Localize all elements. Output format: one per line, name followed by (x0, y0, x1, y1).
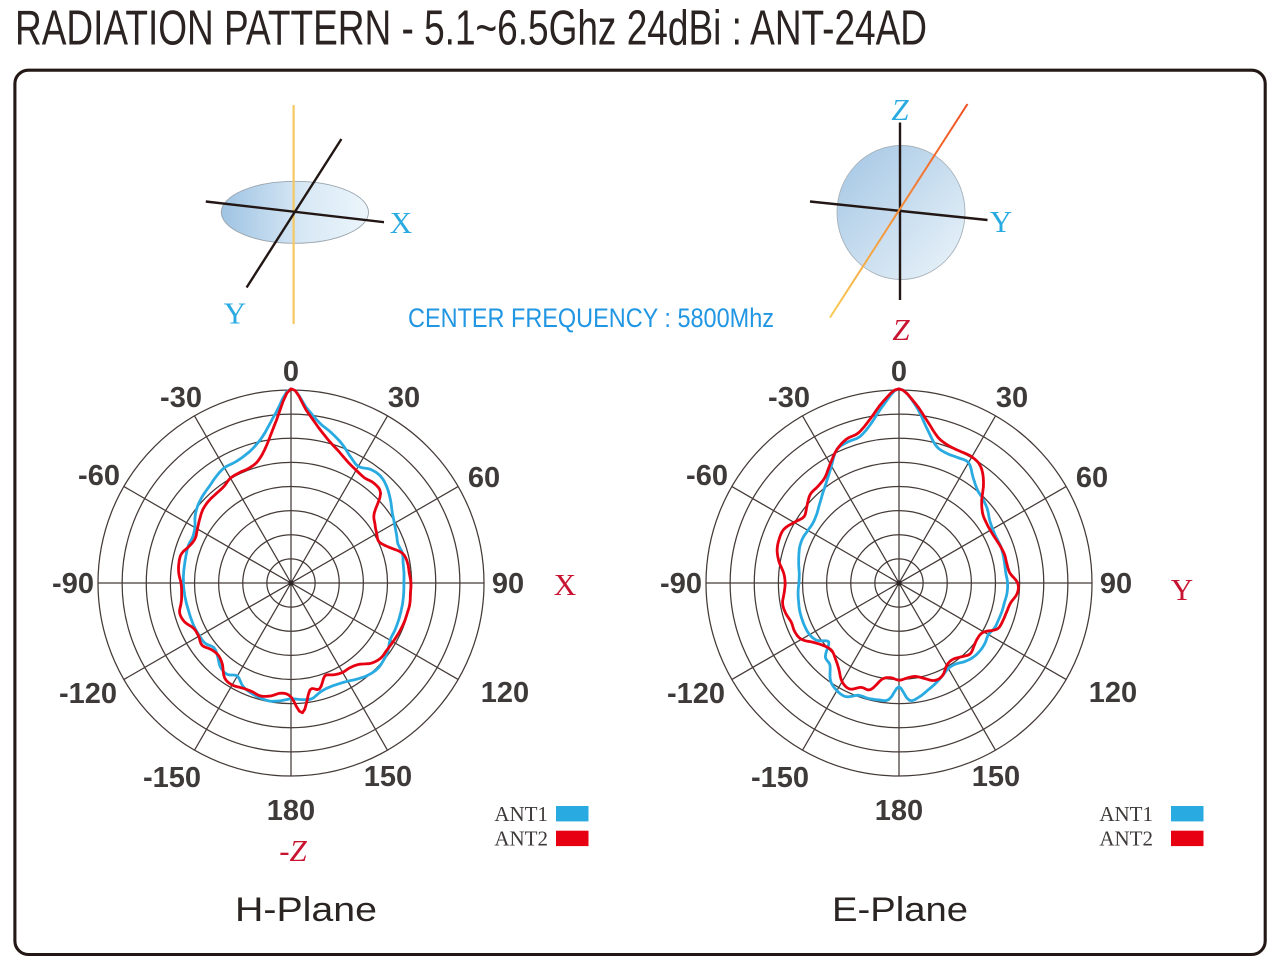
svg-text:X: X (390, 205, 412, 240)
svg-text:60: 60 (468, 462, 500, 494)
svg-text:-150: -150 (143, 762, 201, 794)
svg-text:-30: -30 (160, 382, 202, 414)
svg-text:-30: -30 (768, 382, 810, 414)
svg-text:0: 0 (283, 356, 299, 388)
svg-text:-90: -90 (660, 568, 702, 600)
svg-text:30: 30 (388, 382, 420, 414)
svg-text:CENTER FREQUENCY : 5800Mhz: CENTER FREQUENCY : 5800Mhz (408, 303, 774, 333)
svg-text:150: 150 (364, 761, 412, 793)
svg-text:Y: Y (990, 204, 1012, 239)
svg-text:120: 120 (481, 677, 529, 709)
svg-text:-Z: -Z (279, 833, 307, 868)
svg-text:H-Plane: H-Plane (235, 891, 377, 929)
svg-text:90: 90 (492, 568, 524, 600)
svg-text:-60: -60 (686, 460, 728, 492)
svg-text:RADIATION PATTERN - 5.1~6.5Ghz: RADIATION PATTERN - 5.1~6.5Ghz 24dBi : A… (15, 2, 927, 56)
svg-text:180: 180 (875, 795, 923, 827)
svg-text:-120: -120 (667, 678, 725, 710)
svg-text:180: 180 (267, 795, 315, 827)
svg-text:X: X (554, 567, 576, 602)
svg-text:-60: -60 (78, 460, 120, 492)
svg-text:60: 60 (1076, 462, 1108, 494)
svg-text:-90: -90 (52, 568, 94, 600)
svg-text:ANT2: ANT2 (1099, 827, 1153, 851)
svg-text:Y: Y (224, 296, 246, 331)
svg-text:ANT2: ANT2 (494, 827, 548, 851)
svg-text:-120: -120 (59, 678, 117, 710)
svg-text:E-Plane: E-Plane (832, 891, 968, 929)
svg-text:Z: Z (891, 92, 909, 127)
svg-text:120: 120 (1089, 677, 1137, 709)
svg-text:Y: Y (1171, 572, 1193, 607)
svg-text:ANT1: ANT1 (494, 802, 548, 826)
svg-text:90: 90 (1100, 568, 1132, 600)
svg-text:30: 30 (996, 382, 1028, 414)
svg-text:-150: -150 (751, 762, 809, 794)
svg-text:0: 0 (891, 356, 907, 388)
svg-text:150: 150 (972, 761, 1020, 793)
svg-text:Z: Z (892, 312, 910, 347)
svg-text:ANT1: ANT1 (1099, 802, 1153, 826)
